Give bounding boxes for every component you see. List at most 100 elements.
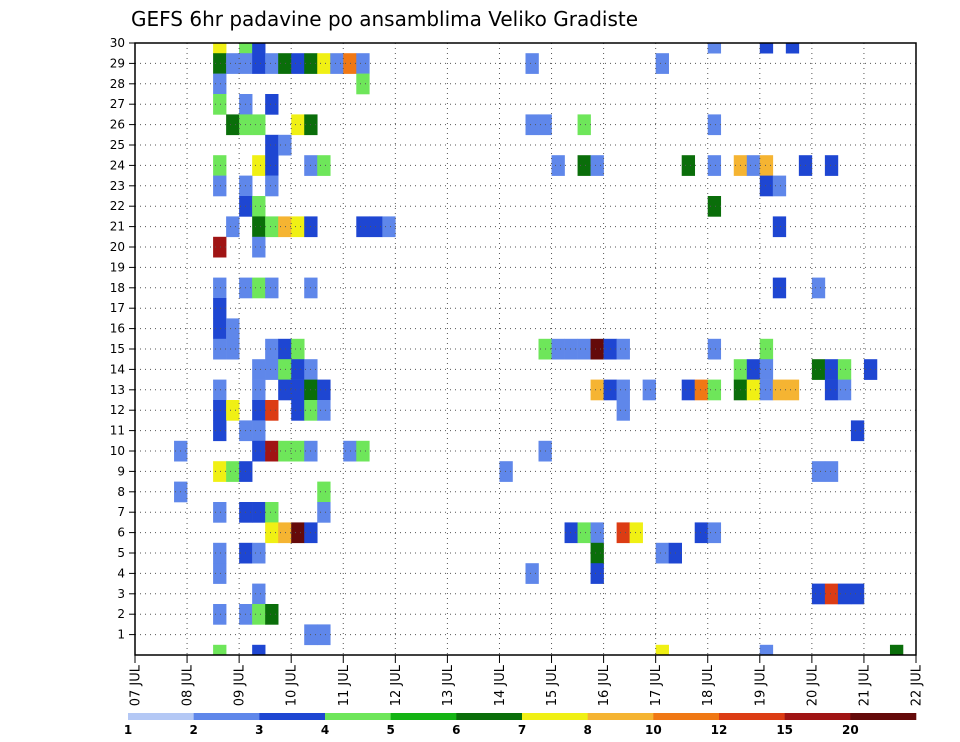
heatmap-cell xyxy=(629,522,643,544)
y-tick-label: 2 xyxy=(117,607,125,621)
heatmap-cell xyxy=(317,502,331,523)
y-tick-label: 17 xyxy=(110,301,125,315)
heatmap-cell xyxy=(759,379,774,401)
x-tick-label: 09 JUL xyxy=(233,664,248,706)
heatmap-cell xyxy=(265,522,279,544)
heatmap-cell xyxy=(889,644,904,656)
heatmap-cell xyxy=(356,216,370,238)
heatmap-cell xyxy=(564,522,578,544)
x-tick-label: 07 JUL xyxy=(129,664,144,706)
heatmap-cell xyxy=(759,155,774,176)
chart-title: GEFS 6hr padavine po ansamblima Veliko G… xyxy=(131,7,638,31)
heatmap-cell xyxy=(590,379,604,401)
heatmap-cell xyxy=(824,155,839,176)
heatmap-cell xyxy=(278,216,292,238)
y-tick-label: 9 xyxy=(117,464,125,478)
y-tick-label: 24 xyxy=(110,158,125,172)
y-tick-label: 12 xyxy=(110,403,125,417)
heatmap-cell xyxy=(265,53,279,74)
heatmap-cell xyxy=(213,338,227,360)
heatmap-cell xyxy=(317,53,331,74)
heatmap-cell xyxy=(811,583,826,605)
heatmap-cell xyxy=(252,420,266,442)
heatmap-cell xyxy=(642,379,656,401)
colorbar-swatch xyxy=(850,713,917,720)
heatmap-cell xyxy=(239,43,253,54)
colorbar-label: 12 xyxy=(711,723,728,737)
heatmap-cell xyxy=(772,277,787,299)
heatmap-cell xyxy=(278,359,292,380)
x-tick-label: 08 JUL xyxy=(181,664,196,706)
heatmap-cell xyxy=(265,502,279,523)
heatmap-cell xyxy=(746,155,761,176)
x-tick-label: 21 JUL xyxy=(857,664,872,706)
colorbar-label: 10 xyxy=(645,723,662,737)
heatmap-cell xyxy=(252,359,266,380)
y-tick-label: 20 xyxy=(110,240,125,254)
heatmap-cell xyxy=(213,53,227,74)
heatmap-cell xyxy=(707,43,722,54)
colorbar-swatch xyxy=(719,713,785,720)
heatmap-cell xyxy=(811,277,826,299)
y-tick-label: 15 xyxy=(110,342,125,356)
heatmap-cell xyxy=(850,420,865,442)
x-tick-label: 12 JUL xyxy=(389,664,404,706)
y-tick-label: 14 xyxy=(110,362,125,376)
heatmap-cell xyxy=(213,175,227,197)
heatmap-cell xyxy=(785,379,800,401)
heatmap-cell xyxy=(291,216,305,238)
heatmap-cell xyxy=(213,420,227,442)
y-tick-label: 22 xyxy=(110,199,125,213)
heatmap-cell xyxy=(226,53,240,74)
heatmap-cell xyxy=(759,43,774,54)
heatmap-cell xyxy=(213,298,227,319)
heatmap-cell xyxy=(577,338,591,360)
colorbar-swatch xyxy=(784,713,851,720)
heatmap-cell xyxy=(213,155,227,176)
x-tick-label: 17 JUL xyxy=(649,664,664,706)
x-tick-label: 19 JUL xyxy=(753,664,768,706)
heatmap-cell xyxy=(213,563,227,584)
heatmap-cell xyxy=(278,338,292,360)
heatmap-cell xyxy=(681,379,696,401)
y-tick-label: 18 xyxy=(110,281,125,295)
heatmap-cell xyxy=(252,277,266,299)
heatmap-cell xyxy=(252,196,266,217)
y-tick-label: 10 xyxy=(110,444,125,458)
heatmap-cell xyxy=(213,644,227,656)
colorbar-label: 5 xyxy=(386,723,394,737)
heatmap-cell xyxy=(824,379,839,401)
y-tick-label: 25 xyxy=(110,138,125,152)
heatmap-cell xyxy=(252,216,266,238)
heatmap-cell xyxy=(707,379,722,401)
heatmap-cell xyxy=(759,644,774,656)
heatmap-cell xyxy=(850,583,865,605)
colorbar-swatch xyxy=(456,713,523,720)
heatmap-cells xyxy=(174,43,904,656)
heatmap-cell xyxy=(655,644,669,656)
heatmap-cell xyxy=(343,440,357,462)
heatmap-cell xyxy=(356,73,370,95)
heatmap-cell xyxy=(213,236,227,258)
colorbar: 1 2 3 4 5 6 7 8 10 12 15 20 xyxy=(124,713,917,737)
heatmap-cell xyxy=(785,43,800,54)
x-tick-label: 11 JUL xyxy=(337,664,352,706)
heatmap-cell xyxy=(551,155,565,176)
colorbar-label: 2 xyxy=(189,723,197,737)
heatmap-cell xyxy=(525,563,539,584)
heatmap-cell xyxy=(226,318,240,340)
heatmap-cell xyxy=(252,155,266,176)
heatmap-cell xyxy=(330,53,344,74)
heatmap-cell xyxy=(265,277,279,299)
colorbar-swatch xyxy=(390,713,457,720)
heatmap-cell xyxy=(655,53,669,74)
heatmap-cell xyxy=(213,73,227,95)
gridlines xyxy=(135,43,916,655)
y-tick-label: 7 xyxy=(117,505,125,519)
heatmap-cell xyxy=(291,522,305,544)
heatmap-cell xyxy=(343,53,357,74)
heatmap-cell xyxy=(317,481,331,503)
colorbar-swatch xyxy=(522,713,588,720)
x-tick-label: 16 JUL xyxy=(597,664,612,706)
heatmap-cell xyxy=(213,277,227,299)
